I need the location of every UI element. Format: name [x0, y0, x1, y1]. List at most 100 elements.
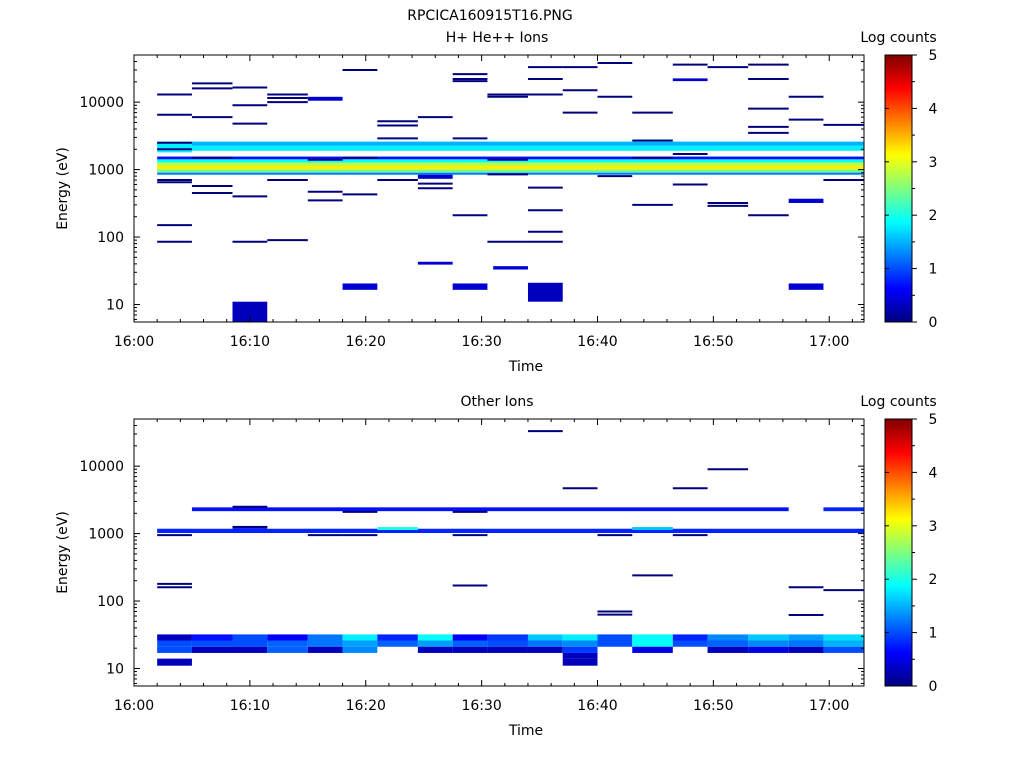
heatmap-cell [748, 646, 789, 653]
colorbar: 0 1 2 3 4 5 Log counts [860, 30, 937, 331]
heatmap-cell [157, 640, 192, 647]
colorbar-tick-label: 0 [929, 315, 938, 331]
x-tick-label: 16:50 [693, 698, 733, 714]
heatmap-cell [377, 634, 418, 641]
colorbar-bar [884, 54, 913, 323]
heatmap-cell [562, 652, 598, 659]
heatmap-cell [417, 646, 453, 653]
panel-title: Other Ions [460, 394, 533, 410]
heatmap-cell [672, 640, 708, 647]
heatmap-cell [632, 646, 673, 653]
heatmap-cell [487, 640, 528, 647]
x-tick-label: 16:20 [346, 334, 386, 350]
heatmap-cell [707, 640, 749, 647]
figure-title: RPCICA160915T16.PNG [407, 8, 572, 24]
heatmap-cell [342, 283, 378, 290]
heatmap-cell [707, 634, 749, 641]
heatmap-cell [452, 634, 488, 641]
x-axis: 16:00 16:10 16:20 16:30 16:40 16:50 17:00 Time [114, 55, 853, 375]
heatmap-cell [191, 145, 864, 151]
heatmap-cell [307, 646, 343, 653]
heatmap-panel-1: 16:00 16:10 16:20 16:30 16:40 16:50 17:00Time1… [55, 30, 938, 375]
heatmap-cell [267, 634, 308, 641]
x-axis-label: Time [508, 359, 543, 375]
heatmap-cell [707, 646, 749, 653]
heatmap-cell [788, 198, 824, 203]
heatmap-cell [562, 646, 598, 653]
colorbar-tick-label: 2 [929, 208, 938, 224]
y-tick-label: 100 [97, 230, 124, 246]
colorbar: 0 1 2 3 4 5 Log counts [860, 394, 937, 695]
heatmap-cell [307, 640, 343, 647]
heatmap-cells [157, 62, 864, 322]
y-tick-label: 10000 [79, 95, 124, 111]
panels: 16:00 16:10 16:20 16:30 16:40 16:50 17:00Time1… [55, 30, 938, 739]
heatmap-cell [632, 640, 673, 647]
y-tick-label: 10 [106, 661, 124, 677]
y-axis: 10 100 1000 10000 Energy (eV) [55, 418, 864, 684]
heatmap-cell [417, 261, 453, 265]
x-tick-label: 16:00 [114, 334, 154, 350]
heatmap-cell [191, 507, 789, 512]
x-tick-label: 16:40 [577, 698, 617, 714]
x-axis: 16:00 16:10 16:20 16:30 16:40 16:50 17:00 Time [114, 419, 853, 739]
heatmap-cell [487, 634, 528, 641]
y-tick-label: 1000 [88, 163, 124, 179]
heatmap-cell [823, 640, 864, 647]
heatmap-cell [487, 646, 528, 653]
heatmap-cell [452, 646, 488, 653]
colorbar-tick-label: 4 [929, 101, 938, 117]
colorbar-bar [884, 418, 913, 687]
heatmap-cell [788, 634, 824, 641]
heatmap-cell [788, 283, 824, 290]
y-axis: 10 100 1000 10000 Energy (eV) [55, 54, 864, 320]
heatmap-cell [191, 640, 233, 647]
heatmap-cell [823, 507, 864, 512]
heatmap-cell [342, 634, 378, 641]
heatmap-cell [748, 640, 789, 647]
y-axis-label: Energy (eV) [55, 511, 71, 594]
plot-frame [133, 418, 865, 687]
x-tick-label: 16:30 [461, 334, 501, 350]
heatmap-cell [377, 640, 418, 647]
heatmap-cell [342, 640, 378, 647]
x-axis-label: Time [508, 723, 543, 739]
heatmap-cell [597, 640, 633, 647]
heatmap-cell [377, 527, 418, 531]
heatmap-cell [672, 634, 708, 641]
colorbar-label: Log counts [860, 30, 936, 46]
heatmap-cell [307, 634, 343, 641]
y-tick-label: 10000 [79, 459, 124, 475]
heatmap-cell [527, 634, 563, 641]
x-tick-label: 16:40 [577, 334, 617, 350]
heatmap-cell [632, 634, 673, 641]
heatmap-cell [191, 634, 233, 641]
heatmap-cells [157, 430, 864, 666]
heatmap-panel-2: 16:00 16:10 16:20 16:30 16:40 16:50 17:00Time1… [55, 394, 938, 739]
heatmap-cell [748, 634, 789, 641]
heatmap-cell [232, 646, 268, 653]
heatmap-cell [307, 96, 343, 101]
heatmap-cell [157, 156, 864, 160]
colorbar-label: Log counts [860, 394, 936, 410]
x-tick-label: 16:20 [346, 698, 386, 714]
heatmap-cell [417, 634, 453, 641]
heatmap-cell [493, 266, 528, 270]
colorbar-tick-label: 5 [929, 48, 938, 64]
heatmap-cell [232, 634, 268, 641]
heatmap-cell [823, 634, 864, 641]
y-axis-label: Energy (eV) [55, 147, 71, 230]
heatmap-cell [527, 282, 563, 302]
heatmap-cell [267, 640, 308, 647]
heatmap-cell [823, 646, 864, 653]
colorbar-tick-label: 3 [929, 155, 938, 171]
heatmap-cell [342, 646, 378, 653]
heatmap-cell [157, 166, 864, 170]
heatmap-cell [157, 528, 864, 534]
panel-title: H+ He++ Ions [446, 30, 549, 46]
y-tick-label: 100 [97, 594, 124, 610]
y-tick-label: 10 [106, 297, 124, 313]
x-tick-label: 16:50 [693, 334, 733, 350]
heatmap-cell [527, 640, 563, 647]
